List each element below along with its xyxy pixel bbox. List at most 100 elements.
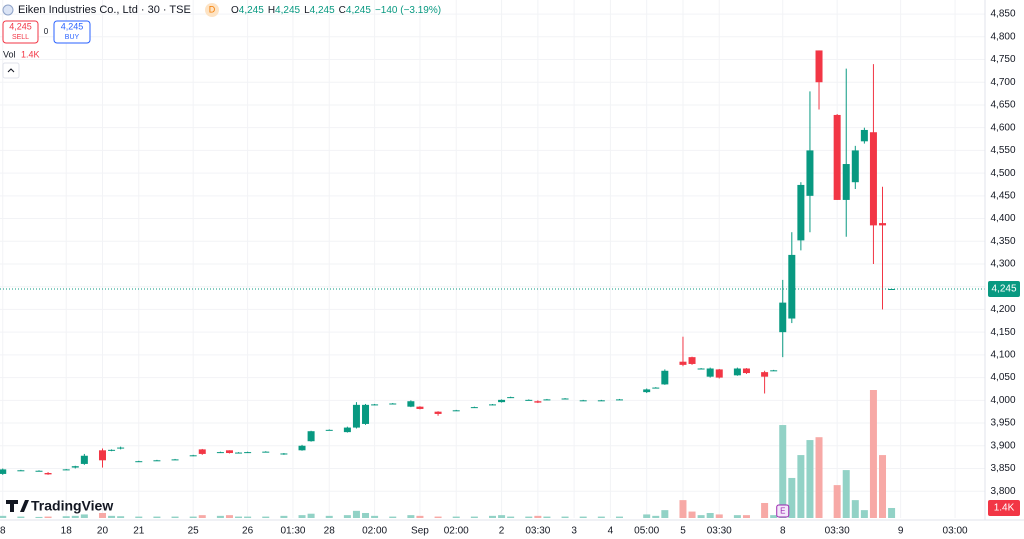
- badge: D: [209, 4, 216, 14]
- volume-bar: [171, 516, 179, 518]
- y-tick-label: 4,850: [990, 9, 1015, 20]
- x-tick-label: 03:30: [707, 526, 732, 537]
- volume-layer: [0, 390, 896, 518]
- x-tick-label: 4: [608, 526, 614, 537]
- buy-price: 4,245: [61, 21, 84, 31]
- candle-body: [742, 368, 750, 374]
- candle-body: [489, 404, 496, 406]
- ohlc-value: 4,245: [310, 5, 335, 16]
- last-volume-tag: [988, 499, 1020, 516]
- volume-bar: [833, 485, 841, 518]
- buy-button[interactable]: [53, 20, 91, 44]
- volume-bar: [879, 455, 887, 518]
- x-tick-label: 02:00: [362, 526, 387, 537]
- volume-bar: [652, 515, 660, 518]
- candle-body: [235, 452, 243, 454]
- candle-body: [452, 410, 460, 412]
- spread: 0: [44, 27, 49, 36]
- volume-bar: [561, 516, 569, 518]
- x-tick-label: 26: [242, 526, 254, 537]
- candle-body: [244, 452, 252, 454]
- volume-bar: [71, 515, 79, 518]
- candle-body: [842, 164, 850, 200]
- y-tick-label: 4,200: [990, 304, 1015, 315]
- volume-bar: [860, 510, 868, 518]
- collapse-button[interactable]: [2, 62, 20, 79]
- candle-body: [44, 473, 52, 475]
- x-tick-label: 2: [499, 526, 505, 537]
- volume-bar: [244, 516, 252, 518]
- x-tick-label: 20: [97, 526, 109, 537]
- volume-bar: [416, 515, 424, 518]
- volume-bar: [851, 500, 859, 518]
- last-volume-label: 1.4K: [994, 503, 1015, 514]
- candle-body: [153, 460, 161, 462]
- y-tick-label: 3,950: [990, 418, 1015, 429]
- candle-body: [851, 150, 859, 183]
- x-tick-label: 03:00: [943, 526, 968, 537]
- candle-body: [98, 450, 106, 461]
- candle-body: [62, 469, 70, 471]
- ohlc-value: 4,245: [346, 5, 371, 16]
- candle-body: [80, 455, 88, 464]
- candle-body: [615, 399, 623, 401]
- candle-body: [0, 469, 7, 474]
- volume-bar: [779, 425, 787, 518]
- candle-body: [343, 427, 351, 433]
- candle-body: [688, 357, 696, 364]
- x-tick-label: 8: [0, 526, 6, 537]
- candle-body: [543, 399, 551, 401]
- x-tick-label: 01:30: [280, 526, 305, 537]
- volume-bar: [806, 440, 814, 518]
- candle-body: [833, 114, 841, 200]
- candle-body: [597, 400, 605, 402]
- candle-body: [225, 450, 233, 454]
- candle-body: [307, 431, 315, 442]
- volume-bar: [198, 515, 206, 518]
- volume-bar: [62, 516, 70, 518]
- candle-body: [697, 368, 705, 370]
- candle-body: [661, 370, 669, 385]
- candle-body: [362, 404, 370, 424]
- volume-bar: [543, 516, 551, 518]
- volume-bar: [525, 516, 533, 518]
- candle-body: [262, 451, 270, 453]
- y-tick-label: 4,150: [990, 327, 1015, 338]
- volume-bar: [679, 500, 687, 518]
- volume-bar: [507, 516, 515, 518]
- ohlc-key: O: [231, 5, 239, 16]
- y-tick-label: 4,550: [990, 145, 1015, 156]
- y-tick-label: 4,100: [990, 350, 1015, 361]
- logo-mark: [6, 500, 29, 512]
- volume-bar: [815, 437, 823, 518]
- volume-bar: [371, 515, 379, 518]
- ohlc-key: L: [304, 5, 310, 16]
- candle-body: [216, 452, 224, 454]
- x-tick-label: 8: [780, 526, 786, 537]
- y-tick-label: 4,800: [990, 31, 1015, 42]
- candle-body: [815, 50, 823, 83]
- candle-body: [17, 470, 25, 472]
- x-tick-label: 05:00: [634, 526, 659, 537]
- sell-button[interactable]: [2, 20, 39, 44]
- volume-bar: [298, 515, 306, 518]
- volume-bar: [470, 516, 478, 518]
- volume-bar: [135, 516, 143, 518]
- volume-bar: [35, 516, 43, 518]
- volume-bar: [534, 515, 542, 518]
- ohlc-value: 4,245: [239, 5, 264, 16]
- volume-bar: [788, 477, 796, 518]
- last-price-label: 4,245: [991, 284, 1016, 295]
- x-tick-label: 02:00: [444, 526, 469, 537]
- y-tick-label: 4,650: [990, 100, 1015, 111]
- candle-layer: [0, 50, 985, 475]
- collapse-icon: [7, 68, 15, 73]
- candle-body: [534, 401, 542, 403]
- volume-bar: [498, 515, 506, 518]
- volume-bar: [407, 515, 415, 518]
- candle-body: [761, 372, 769, 377]
- y-tick-label: 4,000: [990, 395, 1015, 406]
- ohlc-legend: O4,245 H4,245 L4,245 C4,245 −140 (−3.19%): [231, 5, 441, 16]
- vol-value: 1.4K: [21, 49, 40, 59]
